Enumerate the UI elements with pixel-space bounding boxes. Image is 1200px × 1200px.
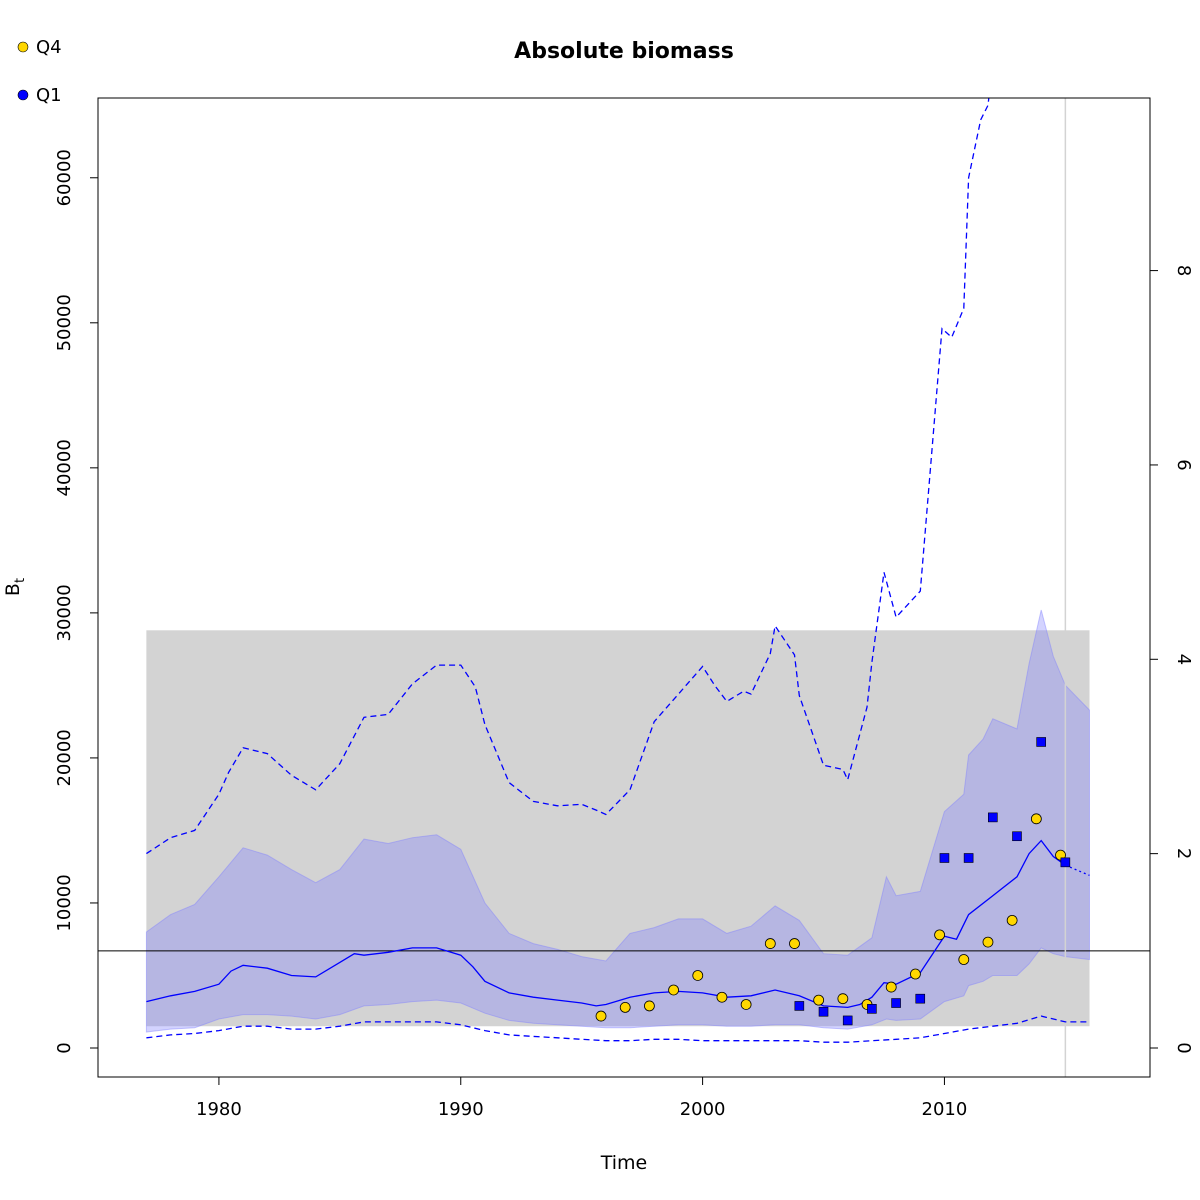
- point-q1: [915, 993, 926, 1004]
- reference-band: [146, 630, 1090, 1027]
- y-tick-label: 40000: [54, 439, 75, 496]
- y2-tick-label: 0: [1173, 1042, 1194, 1053]
- legend-marker-q1: [17, 89, 29, 101]
- y2-axis: 0 2 4 6 8: [1149, 265, 1194, 1054]
- y2-tick-label: 4: [1173, 654, 1194, 665]
- point-q4: [837, 993, 849, 1005]
- y-tick-label: 0: [54, 1042, 75, 1053]
- legend-marker-q4: [17, 41, 29, 53]
- confidence-band: [145, 609, 1090, 1033]
- y-axis-title-main: B: [2, 583, 24, 596]
- point-q4: [1006, 914, 1018, 926]
- y2-tick-label: 2: [1173, 848, 1194, 859]
- y-axis: 0 10000 20000 30000 40000 50000 60000: [54, 149, 99, 1054]
- plot-area: [98, 98, 1150, 1077]
- y-axis-title-subscript: t: [13, 578, 28, 583]
- series-line-solid-0: [146, 839, 1066, 1009]
- point-q1: [1060, 857, 1071, 868]
- y-tick-label: 10000: [54, 874, 75, 931]
- y-tick-label: 60000: [54, 149, 75, 206]
- chart-title: Absolute biomass: [514, 39, 734, 64]
- series-line-dotted-1: [1065, 864, 1090, 876]
- point-q1: [988, 812, 998, 823]
- point-q4: [885, 981, 897, 993]
- point-q4: [692, 970, 704, 981]
- point-q4: [619, 1001, 631, 1013]
- x-tick-label: 1990: [438, 1099, 484, 1120]
- point-q4: [934, 929, 945, 941]
- point-q1: [939, 853, 950, 863]
- point-q4: [958, 954, 970, 965]
- point-q1: [1036, 737, 1046, 747]
- series-line-dashed-3: [146, 1015, 1090, 1043]
- point-q4: [716, 991, 728, 1003]
- point-q4: [813, 994, 825, 1006]
- point-q4: [982, 936, 994, 948]
- x-tick-label: 2010: [922, 1099, 968, 1120]
- point-q1: [794, 1001, 805, 1011]
- series-line-dashed-2: [146, 98, 990, 855]
- point-q1: [867, 1004, 877, 1014]
- y-axis-title: Bt: [2, 578, 28, 596]
- point-q4: [764, 938, 776, 949]
- legend-label-q4: Q4: [36, 37, 62, 58]
- y2-tick-label: 8: [1173, 265, 1194, 276]
- point-q1: [842, 1015, 853, 1026]
- y2-tick-label: 6: [1173, 459, 1194, 470]
- point-q1: [818, 1006, 829, 1017]
- point-q4: [668, 984, 679, 996]
- y-tick-label: 20000: [54, 729, 75, 786]
- point-q4: [910, 968, 921, 980]
- point-q1: [1012, 831, 1022, 842]
- y-axis-title-group: Bt: [2, 578, 28, 596]
- y-tick-label: 50000: [54, 294, 75, 351]
- x-axis-title: Time: [600, 1152, 648, 1174]
- point-q4: [789, 938, 800, 949]
- legend: Q4 Q1: [17, 37, 62, 106]
- point-q4: [643, 1000, 655, 1012]
- y-tick-label: 30000: [54, 584, 75, 641]
- x-tick-label: 2000: [680, 1099, 726, 1120]
- point-q4: [740, 999, 752, 1010]
- point-q1: [963, 853, 974, 863]
- x-axis: 1980 1990 2000 2010: [196, 1076, 968, 1120]
- point-q4: [595, 1010, 607, 1022]
- point-q4: [1030, 813, 1042, 825]
- x-tick-label: 1980: [196, 1099, 242, 1120]
- point-q1: [891, 998, 901, 1008]
- legend-label-q1: Q1: [36, 85, 62, 106]
